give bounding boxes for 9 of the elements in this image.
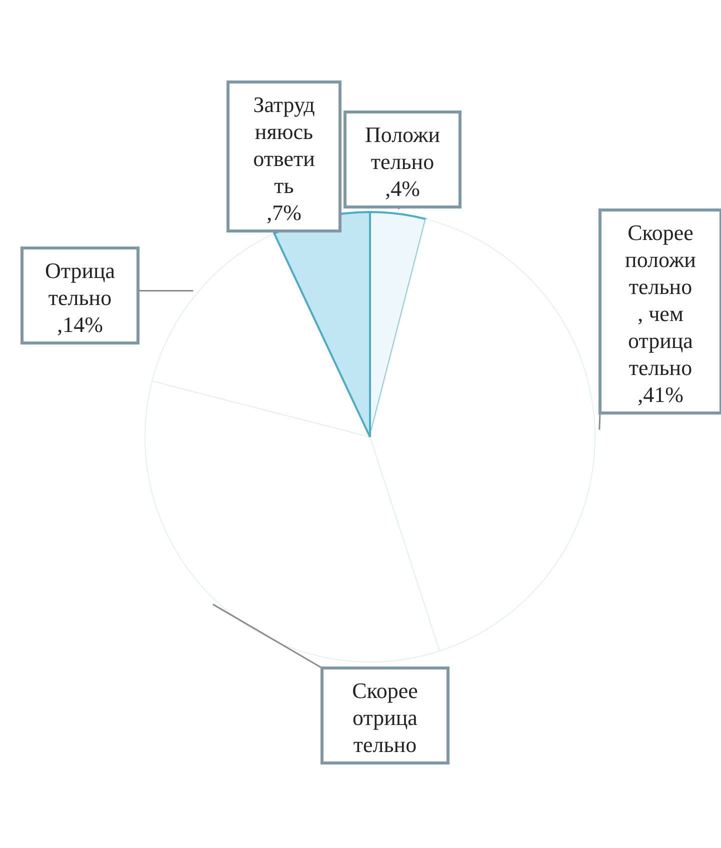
slice-label: Положительно bbox=[364, 122, 440, 174]
data-label: ,41% bbox=[638, 382, 684, 407]
slice-label: Скорее положительно, чем отрицательно bbox=[625, 220, 696, 380]
slice-label: Отрицательно bbox=[44, 258, 116, 310]
slice-label: Скорее отрицательно bbox=[352, 678, 418, 757]
data-label: ,7% bbox=[266, 200, 302, 225]
data-label: ,4% bbox=[385, 176, 420, 201]
data-label: ,14% bbox=[57, 312, 103, 337]
slice-label: Затрудняюсь ответить bbox=[253, 92, 316, 198]
